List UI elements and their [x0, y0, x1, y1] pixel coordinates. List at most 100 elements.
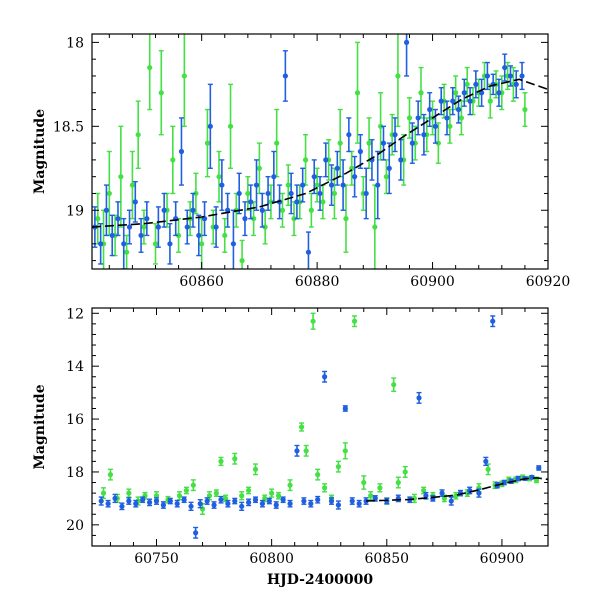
data-point-blue	[161, 207, 167, 213]
data-point-green	[331, 190, 338, 197]
data-point-green	[176, 493, 183, 499]
model-curve	[366, 476, 548, 502]
data-point-blue	[252, 497, 259, 503]
data-point-blue	[126, 498, 132, 504]
data-point-green	[368, 493, 374, 499]
data-point-blue	[204, 498, 210, 504]
data-point-green	[227, 123, 234, 129]
data-point-blue	[473, 81, 479, 87]
data-point-blue	[259, 207, 265, 213]
data-point-green	[239, 493, 245, 499]
data-point-green	[342, 448, 348, 454]
x-tick-label: 60850	[365, 551, 410, 567]
data-point-green	[239, 258, 245, 264]
data-point-green	[118, 174, 124, 180]
data-point-green	[447, 123, 453, 129]
data-point-green	[372, 224, 378, 230]
data-point-blue	[282, 73, 288, 79]
data-point-blue	[301, 498, 307, 504]
model-curve	[92, 78, 548, 228]
data-point-green	[175, 232, 182, 239]
data-point-blue	[398, 157, 404, 163]
data-point-blue	[317, 190, 323, 197]
data-point-green	[435, 140, 441, 146]
axes-frame	[91, 33, 549, 270]
y-axis-label: Magnitude	[32, 109, 48, 194]
data-point-blue	[211, 502, 217, 508]
data-point-green	[158, 90, 164, 96]
data-point-blue	[242, 216, 248, 222]
data-point-green	[291, 216, 297, 222]
data-point-blue	[160, 502, 166, 508]
data-point-blue	[119, 503, 125, 509]
data-point-green	[453, 493, 459, 499]
data-point-blue	[213, 224, 219, 230]
data-point-green	[411, 495, 418, 501]
data-point-blue	[507, 73, 514, 79]
data-point-blue	[273, 502, 279, 508]
data-point-blue	[515, 475, 521, 482]
data-point-blue	[105, 501, 111, 507]
y-tick-label: 14	[66, 359, 84, 375]
data-point-green	[458, 115, 465, 121]
data-point-green	[218, 458, 224, 464]
data-point-blue	[167, 241, 173, 247]
data-point-blue	[218, 497, 224, 503]
data-point-blue	[476, 490, 482, 496]
data-point-green	[262, 224, 268, 230]
data-point-green	[153, 493, 160, 499]
data-point-blue	[253, 182, 260, 188]
x-tick-label: 60920	[526, 274, 571, 290]
data-point-blue	[126, 224, 133, 230]
data-point-green	[314, 182, 320, 188]
data-point-green	[337, 140, 343, 146]
data-point-blue	[334, 165, 340, 171]
data-point-blue	[239, 503, 245, 509]
data-point-blue	[536, 465, 542, 471]
data-point-green	[190, 482, 196, 488]
y-tick-label: 19	[66, 203, 84, 219]
data-point-green	[181, 73, 187, 79]
data-point-green	[383, 174, 389, 180]
data-point-blue	[305, 249, 312, 255]
data-point-green	[302, 157, 309, 163]
data-point-blue	[421, 132, 427, 138]
data-point-green	[199, 241, 205, 247]
data-point-green	[418, 90, 424, 96]
data-point-blue	[342, 405, 348, 412]
data-point-green	[402, 469, 408, 475]
data-point-blue	[363, 190, 369, 197]
data-point-green	[361, 479, 367, 486]
data-point-blue	[246, 499, 252, 505]
data-point-green	[406, 115, 413, 121]
data-point-blue	[103, 207, 110, 213]
data-point-blue	[423, 493, 429, 499]
data-point-blue	[300, 182, 306, 188]
data-point-blue	[380, 140, 387, 146]
data-point-green	[106, 190, 112, 197]
data-point-green	[349, 165, 355, 171]
data-point-blue	[155, 224, 161, 230]
data-point-green	[391, 382, 397, 388]
data-point-blue	[323, 157, 329, 163]
data-point-green	[129, 182, 136, 188]
data-point-blue	[490, 318, 496, 324]
data-point-green	[100, 490, 107, 496]
data-point-blue	[259, 501, 266, 507]
data-point-green	[124, 249, 130, 255]
data-point-blue	[197, 501, 203, 507]
data-point-blue	[311, 174, 317, 180]
data-point-blue	[328, 498, 335, 504]
data-point-green	[95, 216, 101, 222]
data-point-blue	[98, 241, 104, 247]
data-point-green	[522, 106, 528, 113]
data-point-blue	[193, 530, 199, 536]
data-point-green	[126, 490, 132, 496]
data-point-green	[170, 157, 176, 163]
data-point-blue	[153, 498, 160, 504]
data-point-blue	[455, 106, 462, 113]
x-tick-label: 60880	[295, 274, 340, 290]
data-point-blue	[403, 39, 410, 45]
plot-area	[98, 312, 548, 539]
data-point-blue	[335, 502, 342, 508]
